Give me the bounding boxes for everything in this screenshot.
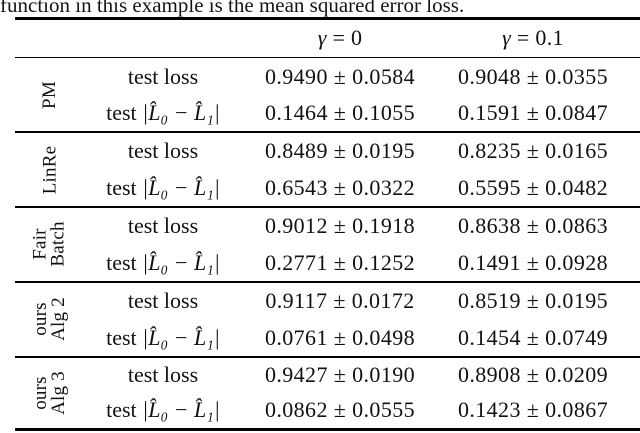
gamma-value: = 0.1 xyxy=(511,25,564,51)
group-label-cell: LinRe xyxy=(15,133,85,206)
group-label-fairbatch: Fair Batch xyxy=(29,221,69,268)
group-ours-alg3: ours Alg 3 test loss 0.9427 ± 0.0190 0.8… xyxy=(15,358,640,428)
table-rule-below-header xyxy=(15,56,640,59)
column-header-gamma-0p1: γ = 0.1 xyxy=(439,25,627,51)
group-label-linre: LinRe xyxy=(39,145,60,194)
value-cell: 0.1423 ± 0.0867 xyxy=(457,397,609,423)
value-cell: 0.2771 ± 0.1252 xyxy=(264,249,416,275)
value-cell: 0.5595 ± 0.0482 xyxy=(457,174,609,200)
table-header-row: γ = 0 γ = 0.1 xyxy=(15,20,640,57)
group-label-ours-alg2: ours Alg 2 xyxy=(30,297,69,342)
gamma-value: = 0 xyxy=(326,25,363,51)
metric-label: test |L̂₀ − L̂₁| xyxy=(85,100,241,126)
metric-label-math: |L̂₀ − L̂₁| xyxy=(142,174,220,200)
group-fairbatch: Fair Batch test loss 0.9012 ± 0.1918 0.8… xyxy=(15,208,640,281)
metric-label-text: test xyxy=(106,397,143,423)
group-label-cell: PM xyxy=(15,58,85,131)
group-pm: PM test loss 0.9490 ± 0.0584 0.9048 ± 0.… xyxy=(15,58,640,131)
value-cell: 0.1591 ± 0.0847 xyxy=(457,100,609,126)
value-cell: 0.8489 ± 0.0195 xyxy=(264,138,416,164)
gamma-symbol: γ xyxy=(502,25,512,51)
metric-label-math: |L̂₀ − L̂₁| xyxy=(142,324,220,350)
metric-label: test |L̂₀ − L̂₁| xyxy=(85,397,241,423)
group-label-pm: PM xyxy=(39,80,60,109)
metric-label: test |L̂₀ − L̂₁| xyxy=(85,175,241,201)
group-label-cell: ours Alg 3 xyxy=(15,358,85,428)
value-cell: 0.1454 ± 0.0749 xyxy=(457,324,609,350)
metric-label: test loss xyxy=(85,288,241,314)
group-label-ours-alg3: ours Alg 3 xyxy=(30,370,69,415)
value-cell: 0.9117 ± 0.0172 xyxy=(265,288,415,314)
value-cell: 0.9048 ± 0.0355 xyxy=(457,63,609,89)
metric-label: test loss xyxy=(85,362,241,388)
value-cell: 0.1464 ± 0.1055 xyxy=(264,100,416,126)
table-rule-group-divider xyxy=(15,355,640,358)
value-cell: 0.8908 ± 0.0209 xyxy=(457,362,609,388)
metric-label-text: test loss xyxy=(127,288,199,314)
metric-label-text: test loss xyxy=(127,213,199,239)
metric-label-text: test xyxy=(106,249,143,275)
metric-label: test |L̂₀ − L̂₁| xyxy=(85,250,241,276)
gamma-symbol: γ xyxy=(317,25,327,51)
metric-label: test loss xyxy=(85,138,241,164)
table-rule-top xyxy=(15,17,640,20)
table-rule-group-divider xyxy=(15,131,640,134)
metric-label-math: |L̂₀ − L̂₁| xyxy=(142,100,220,126)
value-cell: 0.8638 ± 0.0863 xyxy=(457,213,609,239)
value-cell: 0.9427 ± 0.0190 xyxy=(264,362,416,388)
value-cell: 0.6543 ± 0.0322 xyxy=(264,174,416,200)
value-cell: 0.0761 ± 0.0498 xyxy=(264,324,416,350)
column-header-gamma-0: γ = 0 xyxy=(241,25,439,51)
metric-label-text: test loss xyxy=(127,63,199,89)
value-cell: 0.8235 ± 0.0165 xyxy=(457,138,609,164)
table-rule-group-divider xyxy=(15,280,640,283)
value-cell: 0.8519 ± 0.0195 xyxy=(457,288,609,314)
metric-label-text: test loss xyxy=(127,362,199,388)
table-rule-group-divider xyxy=(15,206,640,208)
value-cell: 0.1491 ± 0.0928 xyxy=(457,249,609,275)
metric-label: test |L̂₀ − L̂₁| xyxy=(85,325,241,351)
results-table: γ = 0 γ = 0.1 PM test loss 0.9490 ± 0.05… xyxy=(15,17,640,431)
metric-label-text: test xyxy=(106,174,143,200)
value-cell: 0.0862 ± 0.0555 xyxy=(264,397,416,423)
group-label-cell: Fair Batch xyxy=(15,208,85,281)
value-cell: 0.9490 ± 0.0584 xyxy=(264,63,416,89)
metric-label-math: |L̂₀ − L̂₁| xyxy=(142,397,220,423)
metric-label-text: test xyxy=(106,324,143,350)
metric-label-text: test xyxy=(106,100,143,126)
group-ours-alg2: ours Alg 2 test loss 0.9117 ± 0.0172 0.8… xyxy=(15,283,640,356)
value-cell: 0.9012 ± 0.1918 xyxy=(264,213,416,239)
group-linre: LinRe test loss 0.8489 ± 0.0195 0.8235 ±… xyxy=(15,133,640,206)
metric-label-text: test loss xyxy=(127,138,199,164)
metric-label-math: |L̂₀ − L̂₁| xyxy=(142,249,220,275)
table-rule-bottom xyxy=(15,427,640,431)
caption-text: function in this example is the mean squ… xyxy=(0,0,465,17)
metric-label: test loss xyxy=(85,213,241,239)
group-label-cell: ours Alg 2 xyxy=(15,283,85,356)
metric-label: test loss xyxy=(85,64,241,90)
